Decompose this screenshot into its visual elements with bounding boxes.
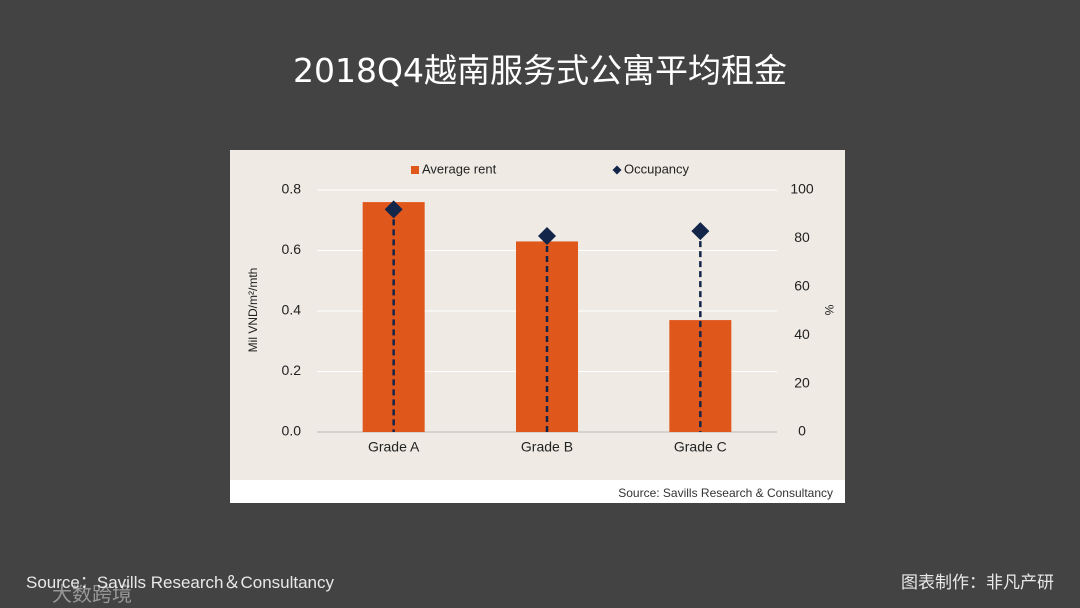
marker [538,226,556,245]
x-tick-label: Grade C [674,439,727,455]
y2-tick-label: 80 [794,229,810,245]
slide-credit: 图表制作：非凡产研 [901,573,1054,593]
source-note: Source: Savills Research & Consultancy [618,486,833,500]
y-axis-label: Mil VND/m²/mth [246,268,260,353]
chart: Source: Savills Research & Consultancy M… [230,150,845,503]
note-strip [230,480,845,503]
x-tick-label: Grade A [368,439,420,455]
y-tick-label: 0.0 [282,423,302,439]
bar [362,202,425,432]
marker [384,200,403,219]
slide-source: Source：Savills Research＆Consultancy [26,573,335,592]
legend-label: Average rent [422,161,497,176]
legend-label: Occupancy [624,161,690,176]
watermark: 大数跨境 [52,582,132,606]
legend-swatch [612,165,622,175]
slide-title: 2018Q4越南服务式公寓平均租金 [293,51,787,90]
marker [691,222,710,241]
y-tick-label: 0.4 [282,302,302,318]
y2-axis-label: % [822,305,836,316]
y2-tick-label: 60 [794,278,810,294]
y2-tick-label: 40 [794,326,810,342]
y2-tick-label: 100 [790,181,814,197]
y-tick-label: 0.2 [282,362,302,378]
y2-tick-label: 0 [798,423,806,439]
y-tick-label: 0.6 [282,241,302,257]
x-tick-label: Grade B [521,439,573,455]
legend-swatch [411,166,419,174]
y-tick-label: 0.8 [282,181,302,197]
y2-tick-label: 20 [794,374,810,390]
